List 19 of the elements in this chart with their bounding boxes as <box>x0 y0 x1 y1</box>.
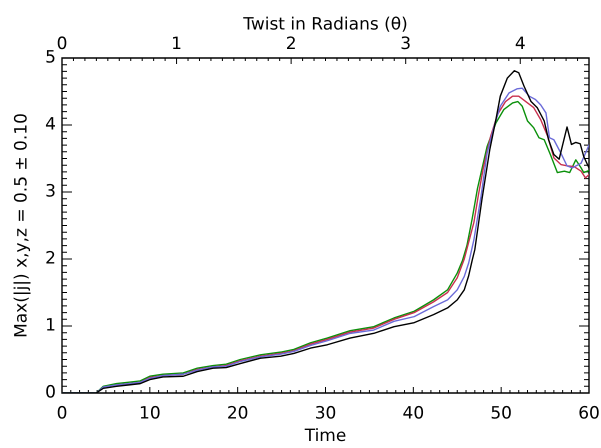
y-tick-label: 0 <box>45 382 56 402</box>
y-tick-label: 3 <box>45 181 56 202</box>
x-tick-label: 60 <box>578 404 600 424</box>
y-axis-title: Max(|j|) x,y,z = 0.5 ± 0.10 <box>12 113 32 338</box>
x2-tick-label: 2 <box>286 34 297 54</box>
x-tick-label: 40 <box>402 404 424 424</box>
x-tick-label: 30 <box>314 404 336 424</box>
y-tick-label: 2 <box>45 248 56 268</box>
x2-tick-label: 4 <box>514 34 526 54</box>
x-axis-title: Time <box>304 426 346 446</box>
x2-tick-label: 3 <box>400 34 412 54</box>
x2-tick-label: 1 <box>171 34 182 54</box>
y-tick-label: 1 <box>45 315 56 336</box>
x2-axis-title: Twist in Radians (θ) <box>242 14 408 35</box>
y-tick-label: 4 <box>45 114 56 134</box>
x-tick-label: 50 <box>490 404 512 424</box>
x-tick-label: 10 <box>139 404 161 424</box>
x-tick-label: 20 <box>226 404 248 424</box>
y-tick-label: 5 <box>45 47 56 68</box>
